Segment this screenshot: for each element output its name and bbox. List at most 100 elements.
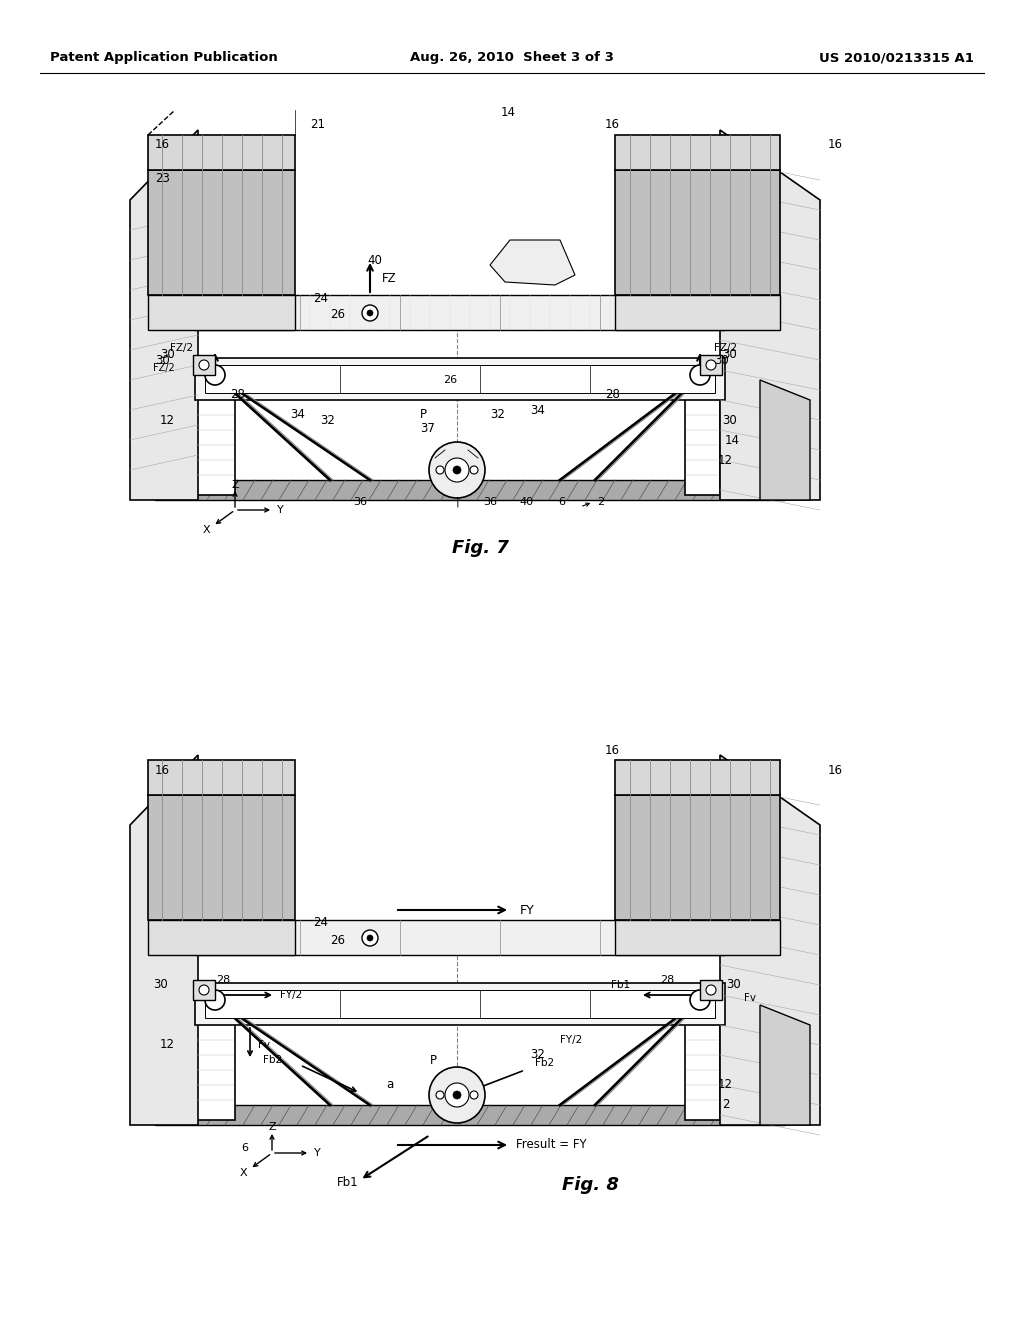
Text: 24: 24 (313, 916, 328, 929)
Circle shape (453, 466, 461, 474)
Polygon shape (193, 355, 215, 375)
Text: FY/2: FY/2 (560, 1035, 583, 1045)
Text: 23: 23 (155, 172, 170, 185)
Circle shape (436, 466, 444, 474)
Text: 26: 26 (330, 309, 345, 322)
Circle shape (199, 360, 209, 370)
Text: Fv: Fv (744, 993, 756, 1003)
Circle shape (706, 360, 716, 370)
Text: 21: 21 (310, 119, 325, 132)
Circle shape (445, 1082, 469, 1107)
Text: FY: FY (520, 903, 535, 916)
Polygon shape (700, 355, 722, 375)
Text: 12: 12 (160, 413, 175, 426)
Text: 40: 40 (367, 253, 382, 267)
Polygon shape (195, 294, 725, 330)
Polygon shape (195, 375, 234, 495)
Circle shape (205, 366, 225, 385)
Text: 32: 32 (530, 1048, 545, 1061)
Circle shape (470, 466, 478, 474)
Text: 16: 16 (605, 119, 620, 132)
Polygon shape (685, 1001, 720, 1119)
Polygon shape (205, 366, 715, 393)
Polygon shape (700, 979, 722, 1001)
Text: Z: Z (231, 480, 239, 490)
Text: 14: 14 (725, 433, 740, 446)
Text: Fig. 8: Fig. 8 (561, 1176, 618, 1195)
Text: Fb1: Fb1 (611, 979, 630, 990)
Text: 36: 36 (483, 498, 497, 507)
Text: 2: 2 (722, 1098, 729, 1111)
Text: 12: 12 (160, 1039, 175, 1052)
Polygon shape (130, 755, 198, 1125)
Text: Fresult = FY: Fresult = FY (516, 1138, 587, 1151)
Polygon shape (195, 983, 725, 1026)
Polygon shape (195, 358, 725, 400)
Circle shape (362, 305, 378, 321)
Polygon shape (148, 135, 295, 170)
Text: Aug. 26, 2010  Sheet 3 of 3: Aug. 26, 2010 Sheet 3 of 3 (410, 51, 614, 65)
Text: 30: 30 (154, 978, 168, 991)
Text: 28: 28 (230, 388, 245, 401)
Polygon shape (148, 760, 295, 795)
Polygon shape (193, 979, 215, 1001)
Circle shape (367, 935, 373, 941)
Text: 28: 28 (216, 975, 230, 985)
Text: 12: 12 (718, 454, 733, 466)
Text: 30: 30 (722, 413, 736, 426)
Text: 30: 30 (726, 978, 740, 991)
Polygon shape (615, 920, 780, 954)
Text: X: X (240, 1168, 247, 1177)
Text: Fb1: Fb1 (337, 1176, 358, 1189)
Text: FZ/2: FZ/2 (154, 363, 175, 374)
Text: 16: 16 (828, 763, 843, 776)
Text: a: a (386, 1078, 393, 1092)
Circle shape (470, 1092, 478, 1100)
Circle shape (453, 1092, 461, 1100)
Text: 24: 24 (313, 292, 328, 305)
Circle shape (429, 1067, 485, 1123)
Text: Y: Y (314, 1148, 321, 1158)
Polygon shape (615, 760, 780, 795)
Text: Y: Y (278, 506, 284, 515)
Polygon shape (195, 1001, 234, 1119)
Polygon shape (490, 240, 575, 285)
Text: |: | (456, 496, 459, 507)
Polygon shape (148, 294, 295, 330)
Polygon shape (148, 795, 295, 920)
Text: 12: 12 (718, 1078, 733, 1092)
Circle shape (690, 990, 710, 1010)
Polygon shape (720, 129, 820, 500)
Text: 16: 16 (605, 743, 620, 756)
Text: 36: 36 (353, 498, 367, 507)
Circle shape (445, 458, 469, 482)
Text: 34: 34 (530, 404, 545, 417)
Text: 30: 30 (160, 348, 175, 362)
Text: 14: 14 (501, 106, 515, 119)
Text: FZ/2: FZ/2 (170, 343, 194, 352)
Text: 28: 28 (605, 388, 620, 401)
Text: X: X (203, 525, 210, 535)
Text: 26: 26 (330, 933, 345, 946)
Text: FZ: FZ (382, 272, 396, 285)
Text: Patent Application Publication: Patent Application Publication (50, 51, 278, 65)
Polygon shape (155, 1105, 785, 1125)
Polygon shape (615, 170, 780, 294)
Text: 40: 40 (520, 498, 535, 507)
Circle shape (706, 985, 716, 995)
Text: 26: 26 (443, 375, 457, 385)
Polygon shape (130, 129, 198, 500)
Text: FY/2: FY/2 (280, 990, 302, 1001)
Polygon shape (155, 480, 785, 500)
Text: 30: 30 (156, 354, 170, 367)
Polygon shape (615, 135, 780, 170)
Text: 30: 30 (714, 354, 729, 367)
Text: 32: 32 (490, 408, 505, 421)
Circle shape (690, 366, 710, 385)
Text: Fb2: Fb2 (263, 1055, 282, 1065)
Text: FZ/2: FZ/2 (714, 343, 737, 352)
Polygon shape (720, 755, 820, 1125)
Text: 32: 32 (319, 413, 335, 426)
Circle shape (205, 990, 225, 1010)
Polygon shape (148, 920, 295, 954)
